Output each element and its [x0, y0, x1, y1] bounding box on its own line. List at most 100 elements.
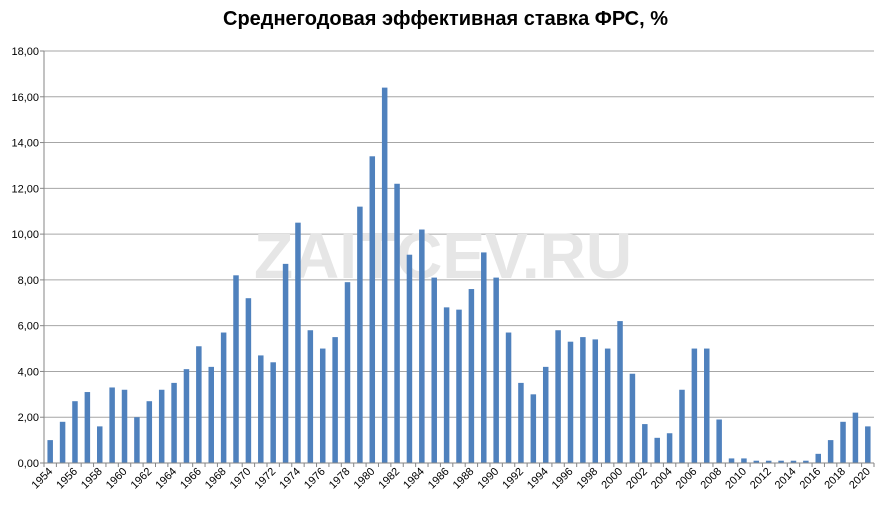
x-tick-label: 1976 — [302, 466, 328, 492]
x-tick-label: 2006 — [674, 466, 700, 492]
bar-2011 — [753, 460, 760, 463]
bar-1965 — [183, 369, 190, 463]
bar-1981 — [381, 87, 388, 464]
bar-1972 — [270, 362, 276, 463]
bar-1995 — [555, 330, 561, 463]
bar-1988 — [468, 289, 475, 463]
x-tick-label: 1986 — [426, 466, 452, 492]
bar-1976 — [319, 348, 326, 463]
bar-1959 — [109, 387, 115, 463]
bar-2020 — [865, 426, 871, 463]
bar-2000 — [617, 321, 623, 463]
y-tick-label: 10,00 — [11, 229, 39, 241]
x-tick-label: 1980 — [352, 466, 378, 492]
bar-2005 — [679, 389, 685, 463]
bar-1964 — [171, 382, 177, 463]
x-tick-label: 1988 — [451, 466, 477, 492]
bar-1991 — [505, 332, 512, 463]
bar-1984 — [419, 229, 425, 463]
bar-1962 — [146, 401, 153, 463]
bar-1983 — [406, 254, 413, 463]
bar-1975 — [307, 330, 314, 463]
x-tick-label: 1984 — [401, 466, 427, 492]
bar-1969 — [233, 275, 239, 463]
x-tick-label: 2020 — [847, 466, 873, 492]
x-tick-label: 1998 — [575, 466, 601, 492]
bar-2008 — [716, 419, 722, 463]
bar-1954 — [47, 440, 53, 463]
y-tick-label: 16,00 — [11, 92, 39, 104]
bar-2001 — [629, 373, 636, 463]
x-tick-label: 2016 — [798, 466, 824, 492]
x-tick-label: 1972 — [253, 466, 279, 492]
bar-1980 — [369, 156, 376, 464]
y-tick-label: 6,00 — [18, 321, 39, 333]
chart-title: Среднегодовая эффективная ставка ФРС, % — [223, 8, 668, 30]
x-tick-label: 2010 — [723, 466, 749, 492]
x-tick-label: 1982 — [376, 466, 402, 492]
x-tick-label: 1996 — [550, 466, 576, 492]
bar-1979 — [357, 206, 363, 463]
x-tick-label: 2000 — [599, 466, 625, 492]
x-tick-label: 2004 — [649, 466, 675, 492]
bar-1996 — [567, 341, 574, 463]
bar-1998 — [592, 339, 599, 463]
bar-1955 — [59, 421, 66, 463]
bar-1966 — [196, 346, 202, 463]
bar-2015 — [803, 460, 809, 463]
x-tick-label: 1958 — [79, 466, 105, 492]
x-tick-labels: 1954195619581960196219641966196819701972… — [30, 466, 873, 492]
bar-1992 — [518, 382, 524, 463]
bar-2004 — [666, 433, 673, 463]
bar-1967 — [208, 366, 214, 463]
x-tick-label: 2018 — [822, 466, 848, 492]
bar-1994 — [542, 366, 549, 463]
axis-layer — [40, 50, 875, 467]
x-tick-label: 1964 — [153, 466, 179, 492]
y-tick-label: 12,00 — [11, 183, 39, 195]
x-tick-label: 1978 — [327, 466, 353, 492]
bar-1963 — [158, 389, 165, 463]
bar-1957 — [84, 392, 91, 463]
x-tick-label: 1974 — [277, 466, 303, 492]
y-tick-label: 8,00 — [18, 275, 39, 287]
x-tick-label: 1968 — [203, 466, 229, 492]
y-tick-label: 4,00 — [18, 366, 39, 378]
bar-1985 — [431, 277, 437, 463]
bar-1977 — [332, 337, 338, 463]
x-tick-label: 1960 — [104, 466, 130, 492]
y-tick-label: 0,00 — [18, 458, 39, 470]
bar-1987 — [456, 309, 462, 463]
x-tick-label: 2002 — [624, 466, 650, 492]
y-tick-label: 2,00 — [18, 412, 39, 424]
watermark-text: ZAITCEV.RU — [254, 220, 632, 292]
x-tick-label: 2014 — [773, 466, 799, 492]
x-tick-label: 1966 — [178, 466, 204, 492]
bar-1958 — [97, 426, 103, 463]
x-tick-label: 1990 — [475, 466, 501, 492]
x-tick-label: 1956 — [54, 466, 80, 492]
bar-2012 — [765, 460, 772, 463]
bar-2013 — [778, 460, 784, 463]
bar-1960 — [121, 389, 128, 463]
bar-2002 — [642, 424, 648, 463]
bar-2019 — [852, 412, 859, 463]
bar-1961 — [134, 417, 140, 463]
bar-2009 — [728, 458, 735, 463]
bar-1990 — [493, 277, 499, 463]
bar-1956 — [72, 401, 78, 463]
y-tick-labels: 0,00 2,00 4,00 6,00 8,00 10,00 12,00 14,00 16,00… — [11, 46, 39, 470]
bar-1982 — [394, 183, 400, 463]
bar-2006 — [691, 348, 698, 463]
bar-1974 — [295, 222, 301, 463]
y-tick-label: 18,00 — [11, 46, 39, 58]
bar-2018 — [840, 421, 846, 463]
x-tick-label: 1994 — [525, 466, 551, 492]
bar-2014 — [790, 460, 797, 463]
bar-1973 — [282, 263, 289, 463]
x-tick-label: 1970 — [228, 466, 254, 492]
bar-1986 — [443, 307, 450, 463]
bar-1971 — [258, 355, 264, 463]
bar-2016 — [815, 453, 821, 463]
